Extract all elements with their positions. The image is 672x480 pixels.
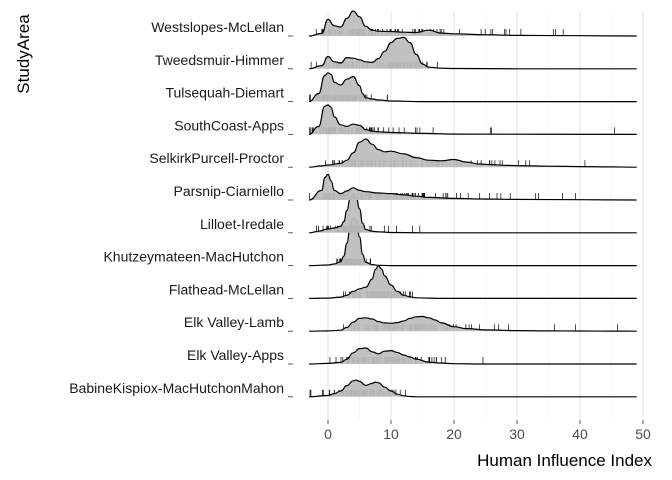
ridge-selkirkpurcell-proctor (309, 138, 637, 168)
x-axis-ticks: 0 10 20 30 40 50 (324, 420, 651, 442)
density-area (309, 139, 637, 168)
ridge-parsnip-ciarniello (309, 173, 637, 201)
density-outline (309, 315, 637, 332)
ridge-elk-valley-lamb (309, 315, 637, 332)
y-tick-label: SelkirkPurcell-Proctor (149, 150, 284, 166)
x-tick-label: 10 (383, 426, 399, 442)
ridge-tweedsmuir-himmer (309, 36, 637, 70)
density-area (309, 11, 637, 36)
density-area (309, 72, 637, 102)
density-outline (309, 10, 637, 37)
y-tick-label: Tulsequah-Diemart (165, 85, 284, 101)
ridge-flathead-mclellan (309, 265, 637, 300)
density-area (309, 316, 637, 332)
y-tick-label: Westslopes-McLellan (151, 19, 284, 35)
density-outline (309, 36, 637, 70)
density-outline (309, 379, 637, 398)
density-area (309, 174, 637, 200)
density-outline (309, 138, 637, 168)
x-tick-label: 0 (324, 426, 332, 442)
density-area (309, 380, 637, 397)
y-tick-label: Lilloet-Iredale (200, 216, 284, 232)
density-area (309, 348, 637, 364)
ridge-babinekispiox-machutchonmahon (309, 379, 637, 398)
y-tick-label: Flathead-McLellan (169, 281, 284, 297)
density-outline (309, 265, 637, 300)
x-tick-label: 20 (446, 426, 462, 442)
ridgelines (308, 10, 637, 398)
density-outline (309, 347, 637, 365)
y-tick-label: Parsnip-Ciarniello (174, 183, 285, 199)
density-outline (308, 72, 637, 103)
y-axis-title: StudyArea (14, 14, 33, 94)
density-area (309, 105, 637, 135)
density-outline (308, 104, 637, 135)
y-tick-label: Elk Valley-Lamb (184, 314, 284, 330)
ridge-tulsequah-diemart (308, 72, 637, 103)
y-tick-label: Khutzeymateen-MacHutchon (103, 249, 284, 265)
density-outline (309, 173, 637, 201)
grid-lines (327, 12, 644, 420)
y-tick-label: SouthCoast-Apps (174, 117, 284, 133)
y-tick-label: Elk Valley-Apps (187, 347, 284, 363)
x-tick-label: 40 (572, 426, 588, 442)
y-tick-label: BabineKispiox-MacHutchonMahon (69, 380, 284, 396)
density-area (309, 265, 637, 299)
x-tick-label: 30 (509, 426, 525, 442)
y-axis-labels: BabineKispiox-MacHutchonMahon Elk Valley-… (69, 19, 293, 398)
x-tick-label: 50 (635, 426, 651, 442)
density-area (309, 193, 637, 233)
ridge-southcoast-apps (308, 104, 637, 135)
y-tick-label: Tweedsmuir-Himmer (155, 52, 284, 68)
ridge-elk-valley-apps (309, 347, 637, 365)
ridge-westslopes-mclellan (309, 10, 637, 37)
x-axis-title: Human Influence Index (477, 451, 652, 470)
density-area (309, 37, 637, 69)
